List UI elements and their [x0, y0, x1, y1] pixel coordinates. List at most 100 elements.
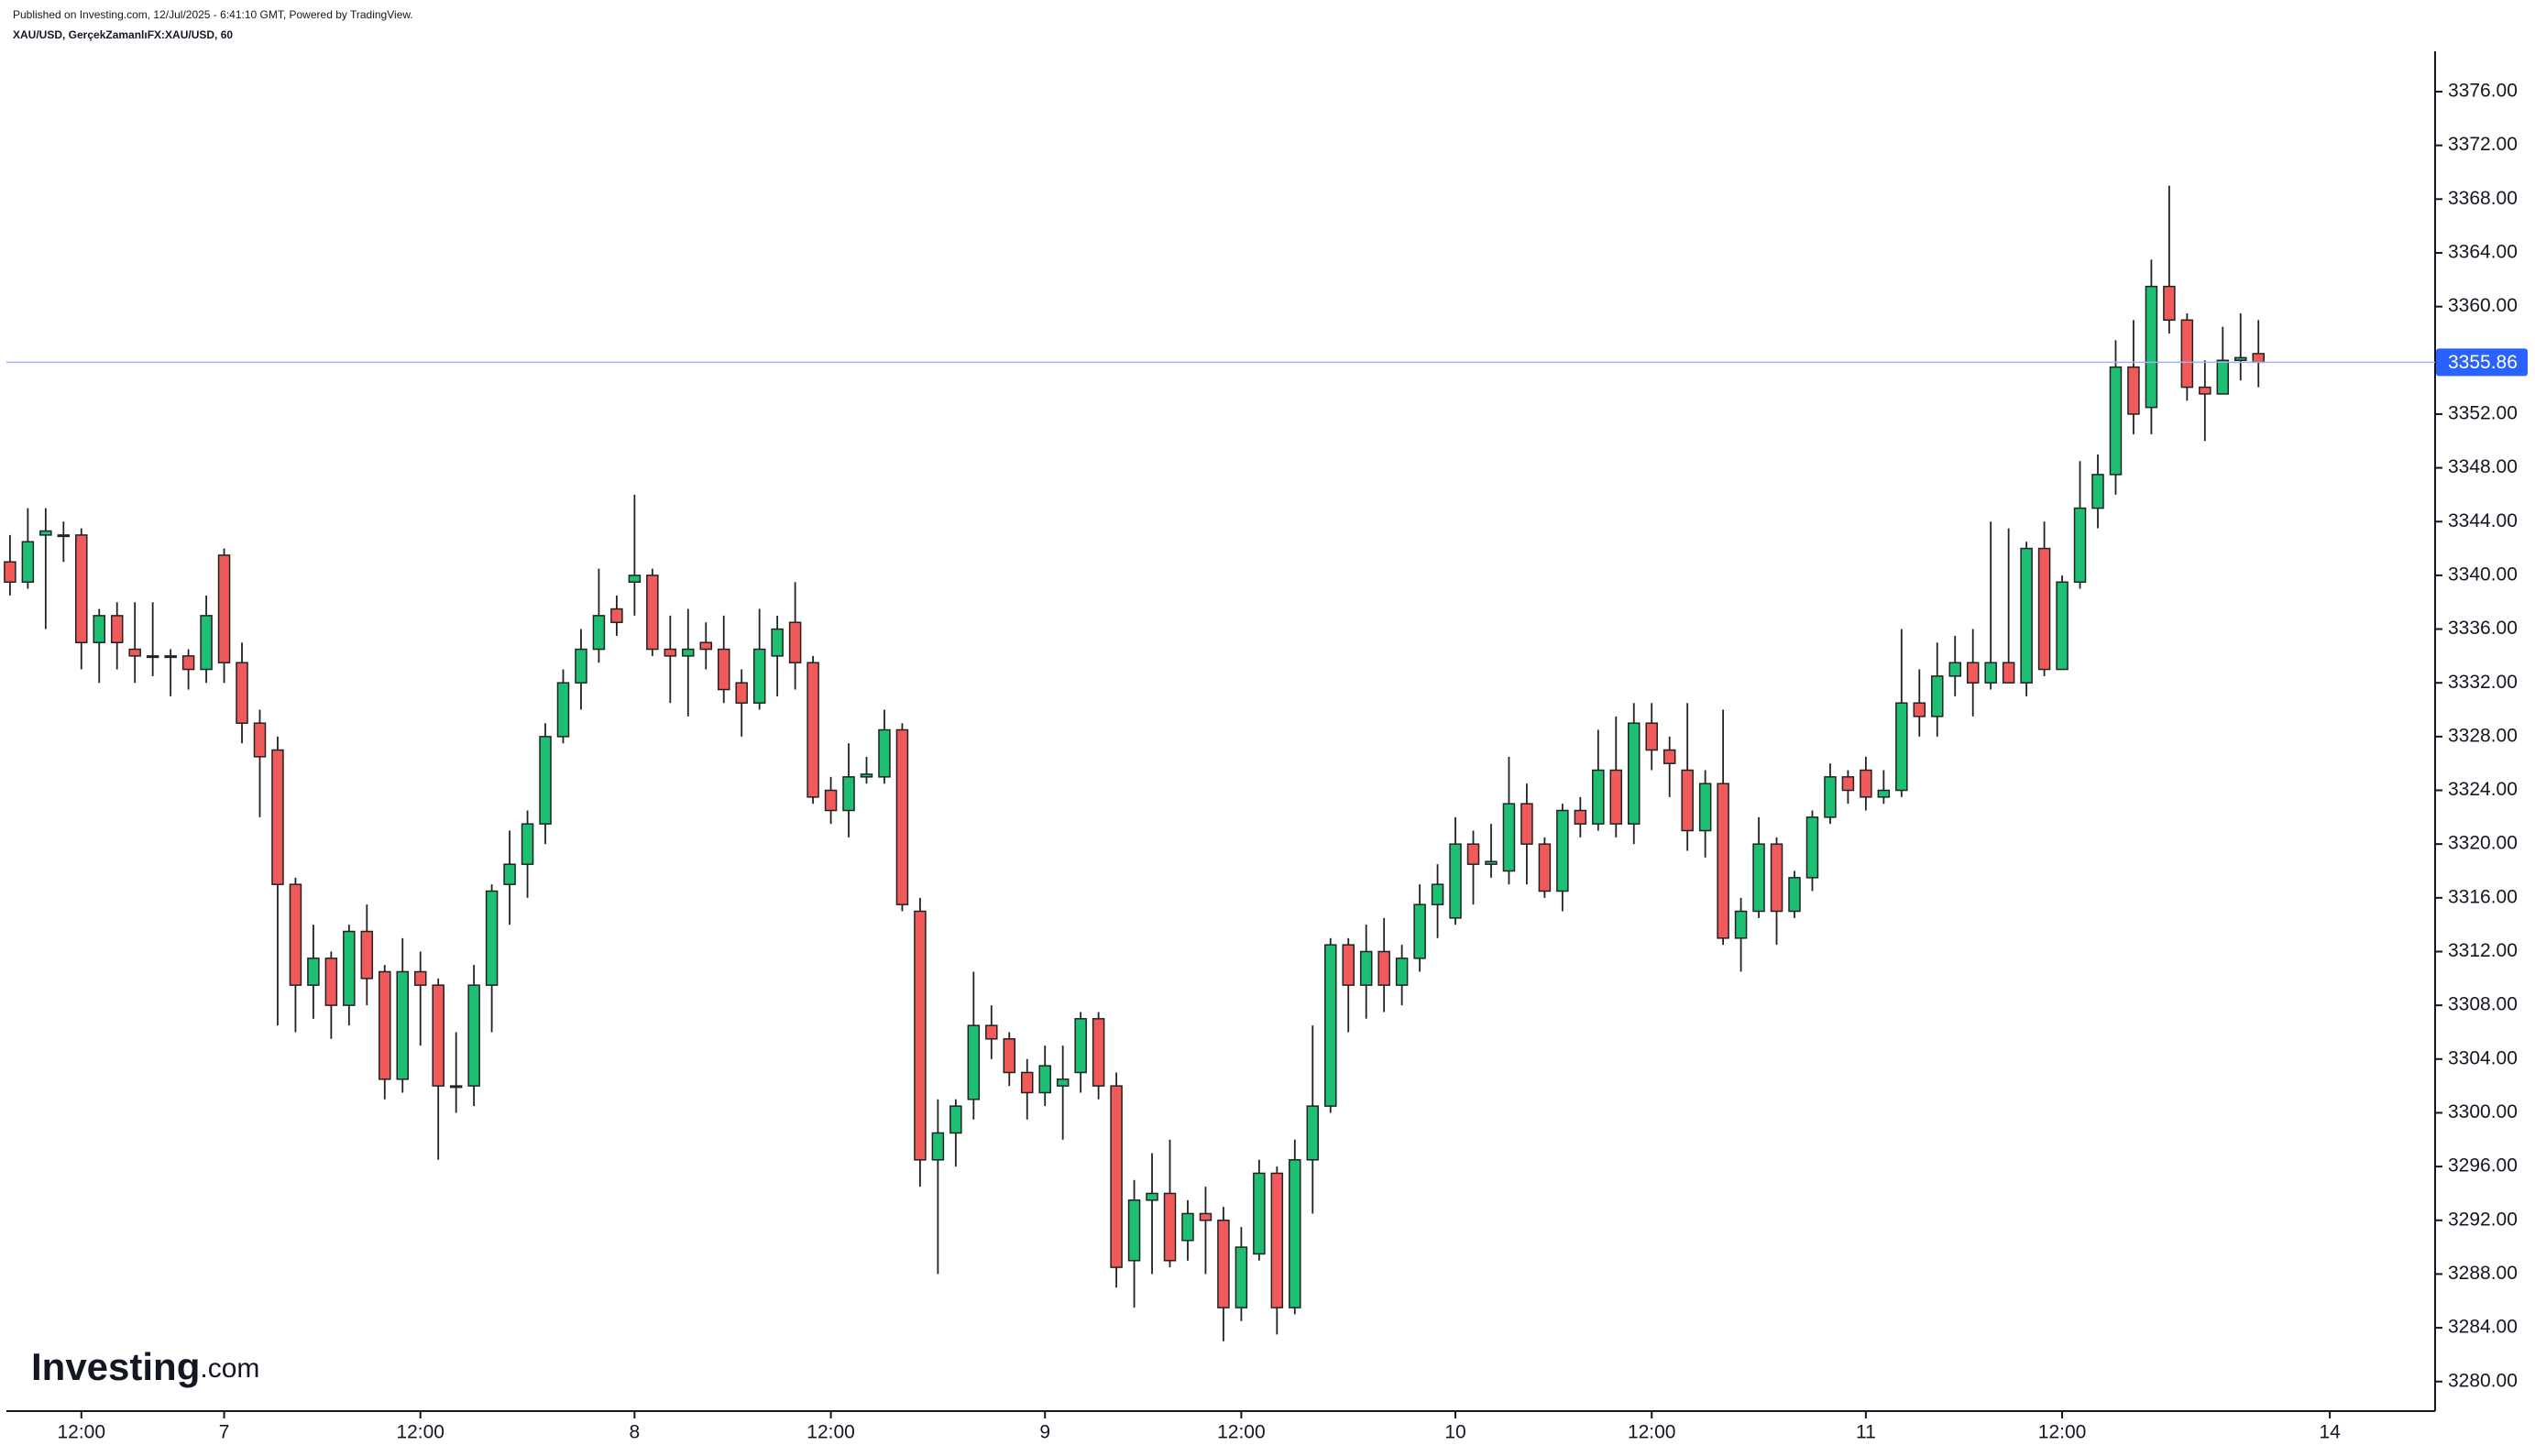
candle-body — [1289, 1159, 1301, 1308]
candle-body — [1466, 843, 1480, 865]
candle-body — [343, 930, 356, 1006]
candle-body — [1663, 749, 1676, 764]
candle-body — [1449, 843, 1462, 919]
y-tick-label: 3360.00 — [2448, 295, 2518, 316]
candle-body — [949, 1105, 962, 1134]
y-tick-label: 3344.00 — [2448, 510, 2518, 531]
candle-body — [521, 823, 534, 865]
candle-body — [253, 722, 267, 758]
candle-body — [1609, 769, 1623, 825]
candle-body — [1592, 769, 1605, 825]
symbol-info: XAU/USD, GerçekZamanlıFX:XAU/USD, 60 — [13, 28, 233, 41]
publish-note: Published on Investing.com, 12/Jul/2025 … — [13, 8, 413, 21]
y-tick-label: 3292.00 — [2448, 1209, 2518, 1230]
candle-body — [2180, 319, 2194, 389]
candle-body — [1359, 950, 1373, 986]
candle-body — [57, 534, 71, 538]
x-tick-label: 14 — [2319, 1422, 2341, 1443]
y-tick-label: 3304.00 — [2448, 1047, 2518, 1068]
x-tick-label: 12:00 — [57, 1422, 105, 1443]
candle-body — [236, 662, 248, 724]
candle-body — [379, 970, 391, 1080]
x-tick-label: 12:00 — [1217, 1422, 1266, 1443]
candle-body — [914, 910, 927, 1161]
candle-body — [1895, 702, 1908, 792]
x-tick-label: 12:00 — [396, 1422, 444, 1443]
candle-body — [324, 958, 338, 1006]
candle-body — [1342, 944, 1355, 986]
y-tick-label: 3324.00 — [2448, 779, 2518, 800]
candle-body — [413, 970, 427, 986]
y-tick-label: 3280.00 — [2448, 1370, 2518, 1391]
x-tick-label: 11 — [1856, 1422, 1876, 1443]
candle-body — [1805, 816, 1819, 879]
candle-body — [2002, 662, 2015, 684]
candle-body — [1877, 789, 1891, 798]
x-tick-label: 7 — [219, 1422, 230, 1443]
candle-body — [4, 561, 16, 583]
y-tick-label: 3320.00 — [2448, 833, 2518, 854]
y-tick-label: 3316.00 — [2448, 886, 2518, 907]
x-tick-label: 9 — [1039, 1422, 1050, 1443]
candle-body — [2216, 359, 2230, 395]
candle-body — [1413, 903, 1426, 959]
candle-body — [1502, 803, 1516, 872]
y-tick-label: 3284.00 — [2448, 1317, 2518, 1338]
candle-body — [2199, 386, 2211, 395]
candle-body — [1146, 1192, 1158, 1201]
candle-body — [1824, 776, 1837, 818]
candle-body — [1074, 1018, 1087, 1074]
candle-body — [539, 736, 552, 825]
candle-body — [2145, 285, 2158, 409]
candle-body — [646, 575, 659, 651]
candle-body — [485, 890, 499, 986]
last-price-box — [2436, 348, 2528, 377]
y-tick-label: 3288.00 — [2448, 1263, 2518, 1284]
candle-body — [1752, 843, 1765, 913]
candle-body — [878, 728, 891, 778]
candle-body — [628, 575, 642, 583]
candle-body — [1253, 1172, 1266, 1255]
candle-body — [432, 984, 444, 1087]
candle-body — [146, 655, 159, 659]
candle-body — [610, 608, 623, 623]
y-tick-label: 3300.00 — [2448, 1101, 2518, 1122]
candle-body — [735, 682, 748, 704]
candle-body — [1681, 769, 1694, 832]
candle-body — [842, 776, 855, 812]
candle-body — [575, 648, 587, 684]
candle-body — [931, 1132, 945, 1161]
candle-body — [2127, 366, 2140, 415]
y-tick-label: 3364.00 — [2448, 242, 2518, 263]
candle-body — [181, 655, 195, 671]
candle-body — [1020, 1071, 1034, 1094]
candle-body — [21, 541, 35, 583]
candle-body — [1538, 843, 1552, 892]
candle-body — [271, 749, 284, 885]
candle-body — [2073, 507, 2087, 583]
candle-body — [807, 662, 819, 798]
candle-body — [2091, 474, 2104, 509]
y-tick-label: 3340.00 — [2448, 564, 2518, 585]
x-tick-label: 10 — [1444, 1422, 1465, 1443]
candle-body — [1841, 776, 1855, 792]
candle-body — [1966, 662, 1980, 684]
candle-body — [699, 641, 713, 651]
candle-body — [1788, 877, 1801, 913]
last-price-label: 3355.86 — [2448, 352, 2518, 373]
candle-body — [449, 1085, 463, 1089]
candle-body — [1181, 1212, 1194, 1242]
candle-body — [1056, 1078, 1070, 1087]
candle-body — [1984, 662, 1997, 684]
candle-body — [556, 682, 570, 738]
candle-body — [1199, 1212, 1213, 1221]
candle-body — [1860, 769, 1872, 798]
candle-body — [1485, 860, 1498, 865]
candle-body — [1645, 722, 1658, 751]
candle-body — [1628, 722, 1641, 825]
x-tick-label: 12:00 — [807, 1422, 855, 1443]
candle-body — [1127, 1199, 1141, 1262]
candle-body — [1003, 1038, 1016, 1074]
candle-body — [2056, 581, 2069, 671]
